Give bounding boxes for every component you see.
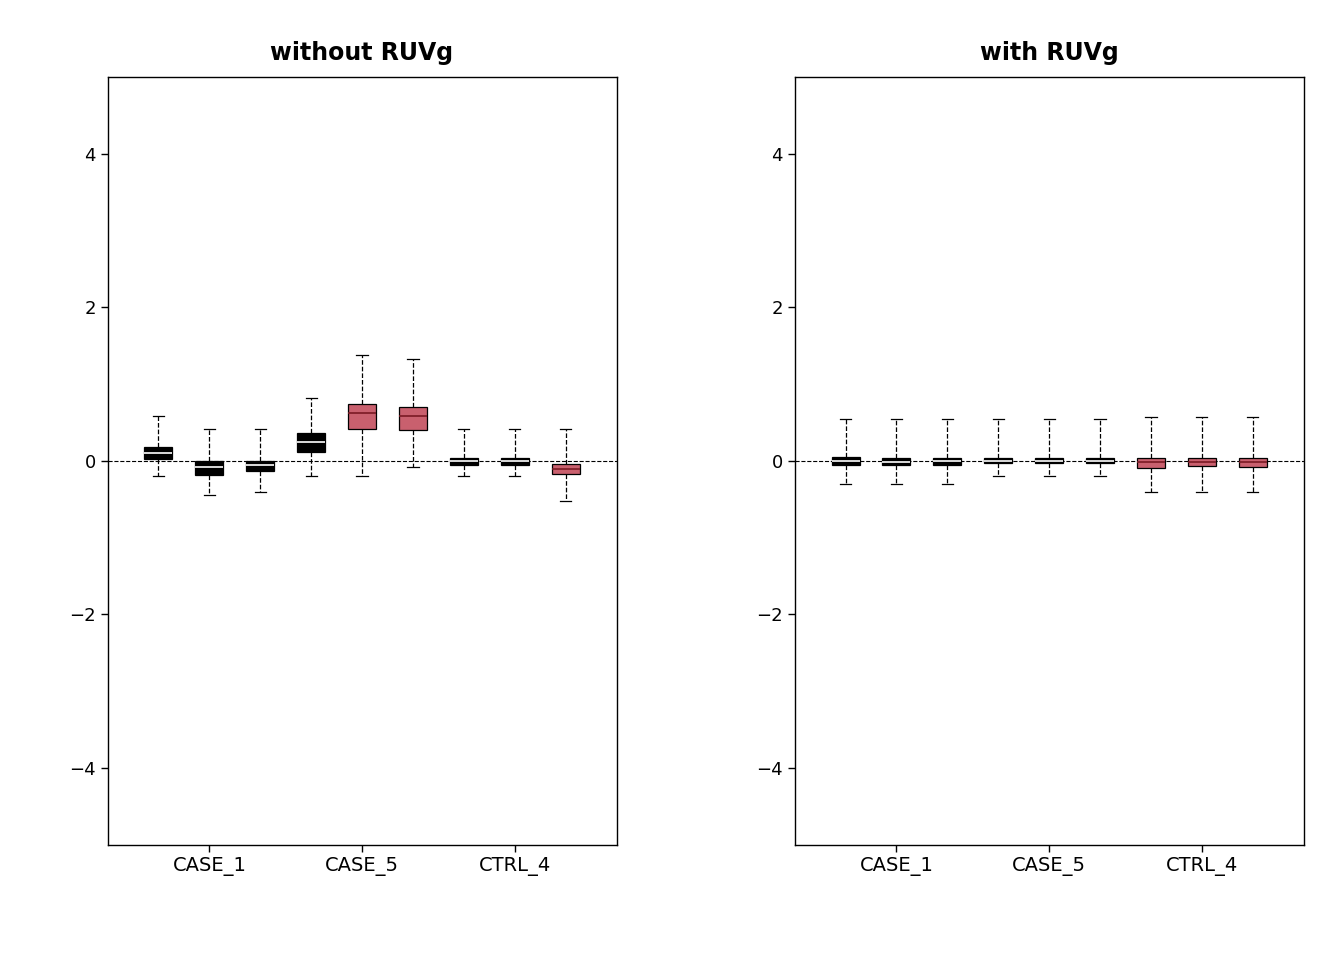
Title: with RUVg: with RUVg xyxy=(980,41,1118,65)
Bar xyxy=(297,433,325,451)
Bar xyxy=(246,461,274,470)
Bar xyxy=(1137,458,1165,468)
Bar xyxy=(144,447,172,459)
Bar xyxy=(1188,458,1216,467)
Bar xyxy=(1035,459,1063,463)
Bar xyxy=(551,464,579,474)
Bar xyxy=(984,459,1012,463)
Bar xyxy=(1239,459,1267,467)
Bar xyxy=(933,458,961,465)
Bar xyxy=(832,457,860,465)
Bar xyxy=(399,407,427,430)
Bar xyxy=(1086,459,1114,463)
Bar xyxy=(883,458,910,466)
Bar xyxy=(450,459,478,465)
Bar xyxy=(348,404,376,428)
Title: without RUVg: without RUVg xyxy=(270,41,453,65)
Bar xyxy=(501,459,528,465)
Bar xyxy=(195,461,223,474)
